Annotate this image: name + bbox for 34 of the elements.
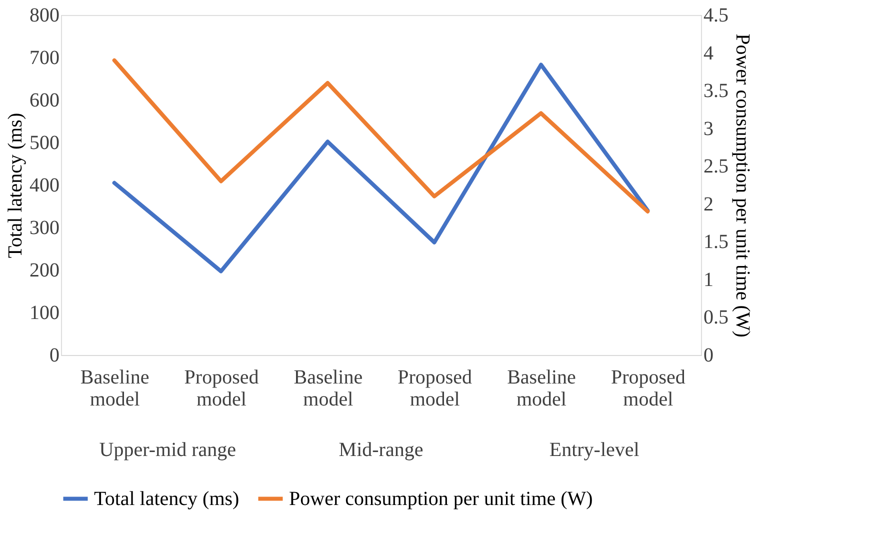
y2-tick-label: 2 (704, 193, 714, 216)
y-tick-label: 600 (30, 90, 60, 112)
line-series (112, 58, 650, 214)
y-tick-label: 400 (30, 174, 60, 196)
text: Entry-level (549, 439, 640, 461)
y-tick-label: 700 (30, 47, 60, 69)
y-tick-label: 0 (50, 344, 60, 366)
y2-tick-label: 1 (704, 268, 714, 291)
y2-tick-label: 0.5 (704, 306, 728, 329)
y2-tick-label: 3 (704, 118, 714, 140)
y2-axis-title: Power consumption per unit time (W) (732, 34, 754, 338)
y-tick-label: 800 (30, 4, 60, 26)
y-tick-label: 300 (30, 217, 60, 239)
legend-label: Total latency (ms) (94, 488, 240, 510)
x-tick-label: Baseline model (507, 366, 576, 410)
x-tick-label: Proposed model (184, 366, 259, 410)
y-axis-title: Total latency (ms) (4, 112, 26, 258)
y2-tick-label: 1.5 (704, 231, 728, 254)
text: Mid-range (338, 439, 424, 461)
y2-tick-label: 4.5 (704, 4, 728, 26)
x-tick-label: Baseline model (294, 366, 363, 410)
y-tick-label: 100 (30, 302, 60, 324)
legend-label: Power consumption per unit time (W) (289, 488, 593, 510)
y-tick-label: 500 (30, 132, 60, 154)
y-tick-label: 200 (30, 260, 60, 282)
y2-tick-label: 4 (704, 42, 714, 64)
text: Upper-mid range (99, 439, 236, 461)
y2-tick-label: 0 (704, 344, 714, 366)
x-tick-label: Proposed model (398, 366, 472, 410)
x-tick-label: Baseline model (80, 366, 150, 410)
line-series (112, 62, 650, 274)
x-tick-label: Proposed model (610, 366, 686, 410)
y2-tick-label: 2.5 (704, 156, 728, 178)
y2-tick-label: 3.5 (704, 80, 728, 102)
